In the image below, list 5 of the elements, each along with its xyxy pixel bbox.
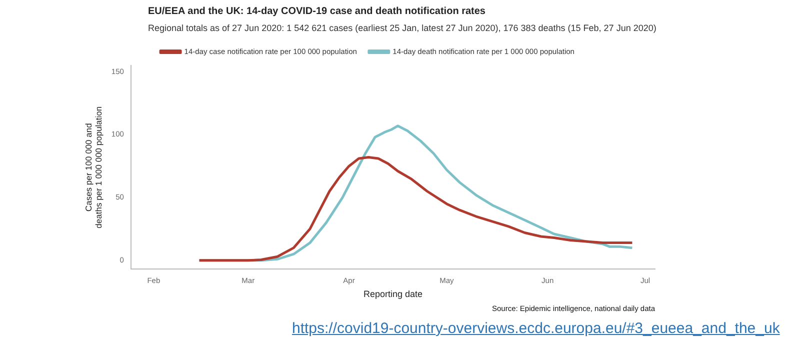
chart-title: EU/EEA and the UK: 14-day COVID-19 case and death notification rates: [148, 6, 486, 17]
text: https://covid19-country-overviews.ecdc.europa.eu/#3_eueea_and_the_uk: [292, 320, 780, 337]
y-axis-title: Cases per 100 000 and deaths per 1 000 000 population: [83, 106, 104, 228]
chart-subtitle: Regional totals as of 27 Jun 2020: 1 542 621 cases (earliest 25 Jan, latest 27 Jun 2020), 176 383 deaths (15 Feb, 27 Jun 2020): [148, 23, 656, 33]
x-axis-title: Reporting date: [363, 289, 422, 300]
